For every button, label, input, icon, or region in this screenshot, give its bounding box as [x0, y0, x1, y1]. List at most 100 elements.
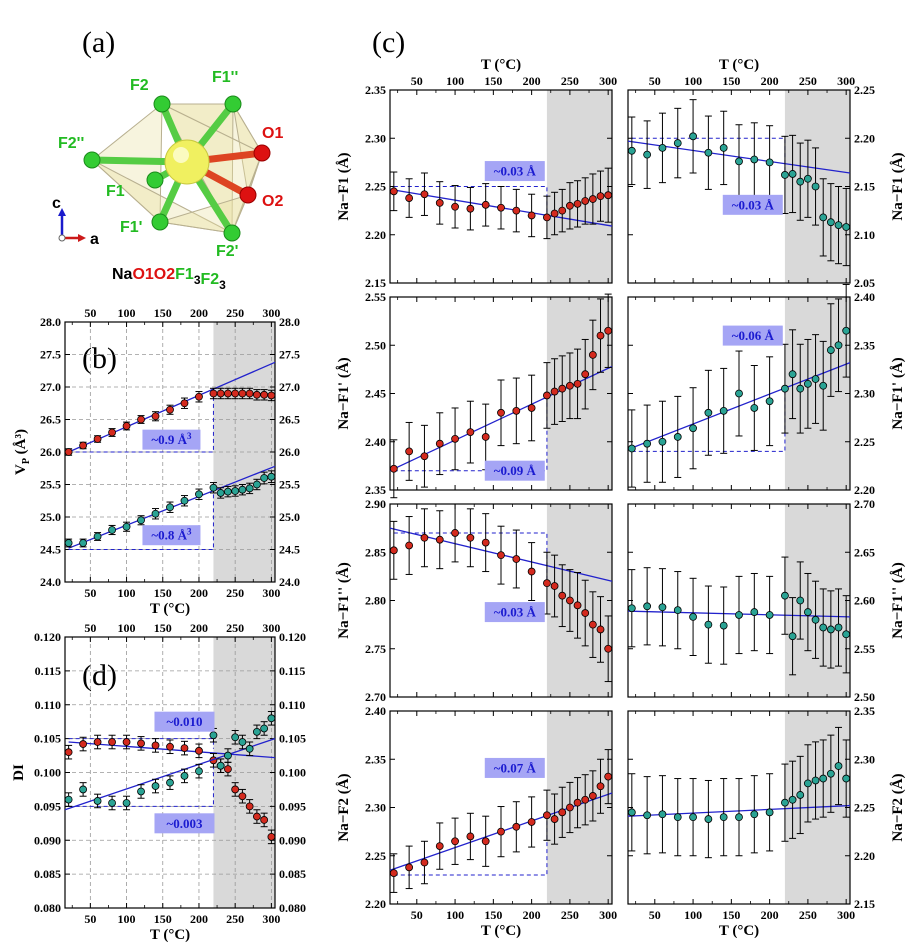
data-point	[550, 209, 559, 218]
data-point	[543, 391, 551, 400]
y-tick-label: 2.25	[365, 180, 386, 194]
data-point	[151, 412, 160, 421]
data-point	[252, 812, 261, 821]
chart-c7: 2.50 2.55 2.60 2.65 2.70 Na−F1'' (Å)	[627, 497, 906, 704]
annotation-text: ~0.06 Å	[732, 328, 775, 343]
data-point	[231, 389, 240, 398]
y-tick-label-right: 25.0	[279, 510, 300, 524]
data-point	[842, 326, 851, 335]
data-point	[581, 197, 590, 205]
y-tick-label: 2.50	[365, 338, 386, 352]
data-point	[451, 434, 459, 443]
y-axis-label: Na−F1 (Å)	[336, 152, 352, 220]
annotation-text: ~0.03 Å	[494, 605, 537, 620]
data-point	[260, 474, 269, 482]
y-tick-label-right: 26.5	[279, 413, 300, 427]
y-tick-label-right: 0.115	[279, 664, 305, 678]
axis-c-label: c	[52, 195, 61, 212]
data-point	[543, 811, 551, 820]
data-point	[689, 813, 697, 822]
y-tick-label: 27.5	[40, 348, 61, 362]
y-tick-label: 2.85	[365, 545, 386, 559]
axis-c-arrowhead	[58, 208, 66, 216]
data-point	[719, 143, 728, 152]
data-point	[527, 818, 536, 826]
data-point	[224, 389, 232, 398]
annotation-text: ~0.003	[166, 816, 203, 831]
x-tick-label-top: 100	[446, 74, 464, 88]
data-point	[122, 738, 131, 746]
y-tick-label-right: 0.105	[279, 732, 306, 746]
data-point	[497, 827, 505, 836]
data-point	[565, 803, 574, 812]
data-point	[581, 609, 590, 617]
data-point	[796, 791, 805, 799]
data-point	[581, 795, 590, 804]
data-point	[543, 579, 551, 588]
y-tick-label-right: 2.55	[854, 642, 875, 656]
atom-f2	[153, 95, 171, 113]
data-point	[819, 774, 828, 783]
data-point	[781, 171, 789, 179]
data-point	[604, 772, 613, 781]
x-tick-label: 200	[190, 586, 208, 600]
data-point	[842, 774, 851, 783]
chart-c5: 50 100 150 200 250 300 2.05 2.10 2.15 2.20 2.25 T (…	[627, 57, 906, 290]
na-atom	[164, 139, 210, 185]
data-point	[588, 195, 597, 203]
data-point	[93, 797, 102, 805]
data-point	[788, 370, 797, 379]
data-point	[527, 211, 536, 220]
y-tick-label: 27.0	[40, 380, 61, 394]
data-point	[224, 765, 232, 774]
y-tick-label-right: 2.30	[854, 387, 875, 401]
y-tick-label: 0.090	[34, 833, 61, 847]
y-tick-label: 26.5	[40, 413, 61, 427]
x-tick-label: 300	[262, 912, 280, 926]
shaded-region	[546, 711, 612, 904]
x-tick-label: 100	[684, 908, 702, 922]
y-tick-label: 24.0	[40, 575, 61, 589]
x-tick-label-top: 250	[799, 74, 817, 88]
formula-part: F2	[201, 271, 220, 288]
data-point	[604, 326, 613, 335]
y-tick-label-right: 24.5	[279, 543, 300, 557]
data-point	[420, 190, 429, 199]
data-point	[405, 541, 414, 550]
x-axis-label-top: T (°C)	[719, 57, 759, 73]
atom-label: F2	[130, 77, 149, 94]
x-axis-label: T (°C)	[719, 923, 759, 939]
data-point	[796, 596, 805, 605]
data-point	[420, 452, 429, 461]
formula: NaO1O2F13F23	[112, 266, 226, 292]
data-point	[627, 146, 636, 155]
atom-o1	[253, 144, 271, 162]
data-point	[581, 370, 590, 379]
data-point	[245, 389, 254, 398]
data-point	[643, 811, 652, 820]
data-point	[252, 480, 261, 489]
atom-f1	[146, 171, 164, 189]
panel-label-b: (b)	[82, 342, 117, 375]
dashed-guide	[393, 532, 548, 584]
data-point	[834, 221, 843, 230]
y-tick-label-right: 2.25	[854, 801, 875, 815]
x-tick-label-top: 50	[84, 621, 96, 635]
y-tick-label-right: 28.0	[279, 315, 300, 329]
data-point	[451, 529, 459, 537]
data-point	[673, 813, 682, 822]
data-point	[245, 484, 254, 493]
data-point	[558, 591, 567, 600]
data-point	[558, 808, 567, 817]
data-point	[735, 389, 743, 398]
x-axis-label: T (°C)	[150, 601, 190, 617]
data-point	[151, 509, 160, 518]
data-point	[405, 447, 414, 456]
x-tick-label: 100	[118, 912, 136, 926]
data-point	[588, 350, 597, 359]
y-tick-label-right: 2.35	[854, 338, 875, 352]
data-point	[627, 604, 636, 613]
y-axis-label-unit: (Å³)	[13, 429, 29, 458]
y-axis-label-sub: P	[21, 458, 32, 464]
